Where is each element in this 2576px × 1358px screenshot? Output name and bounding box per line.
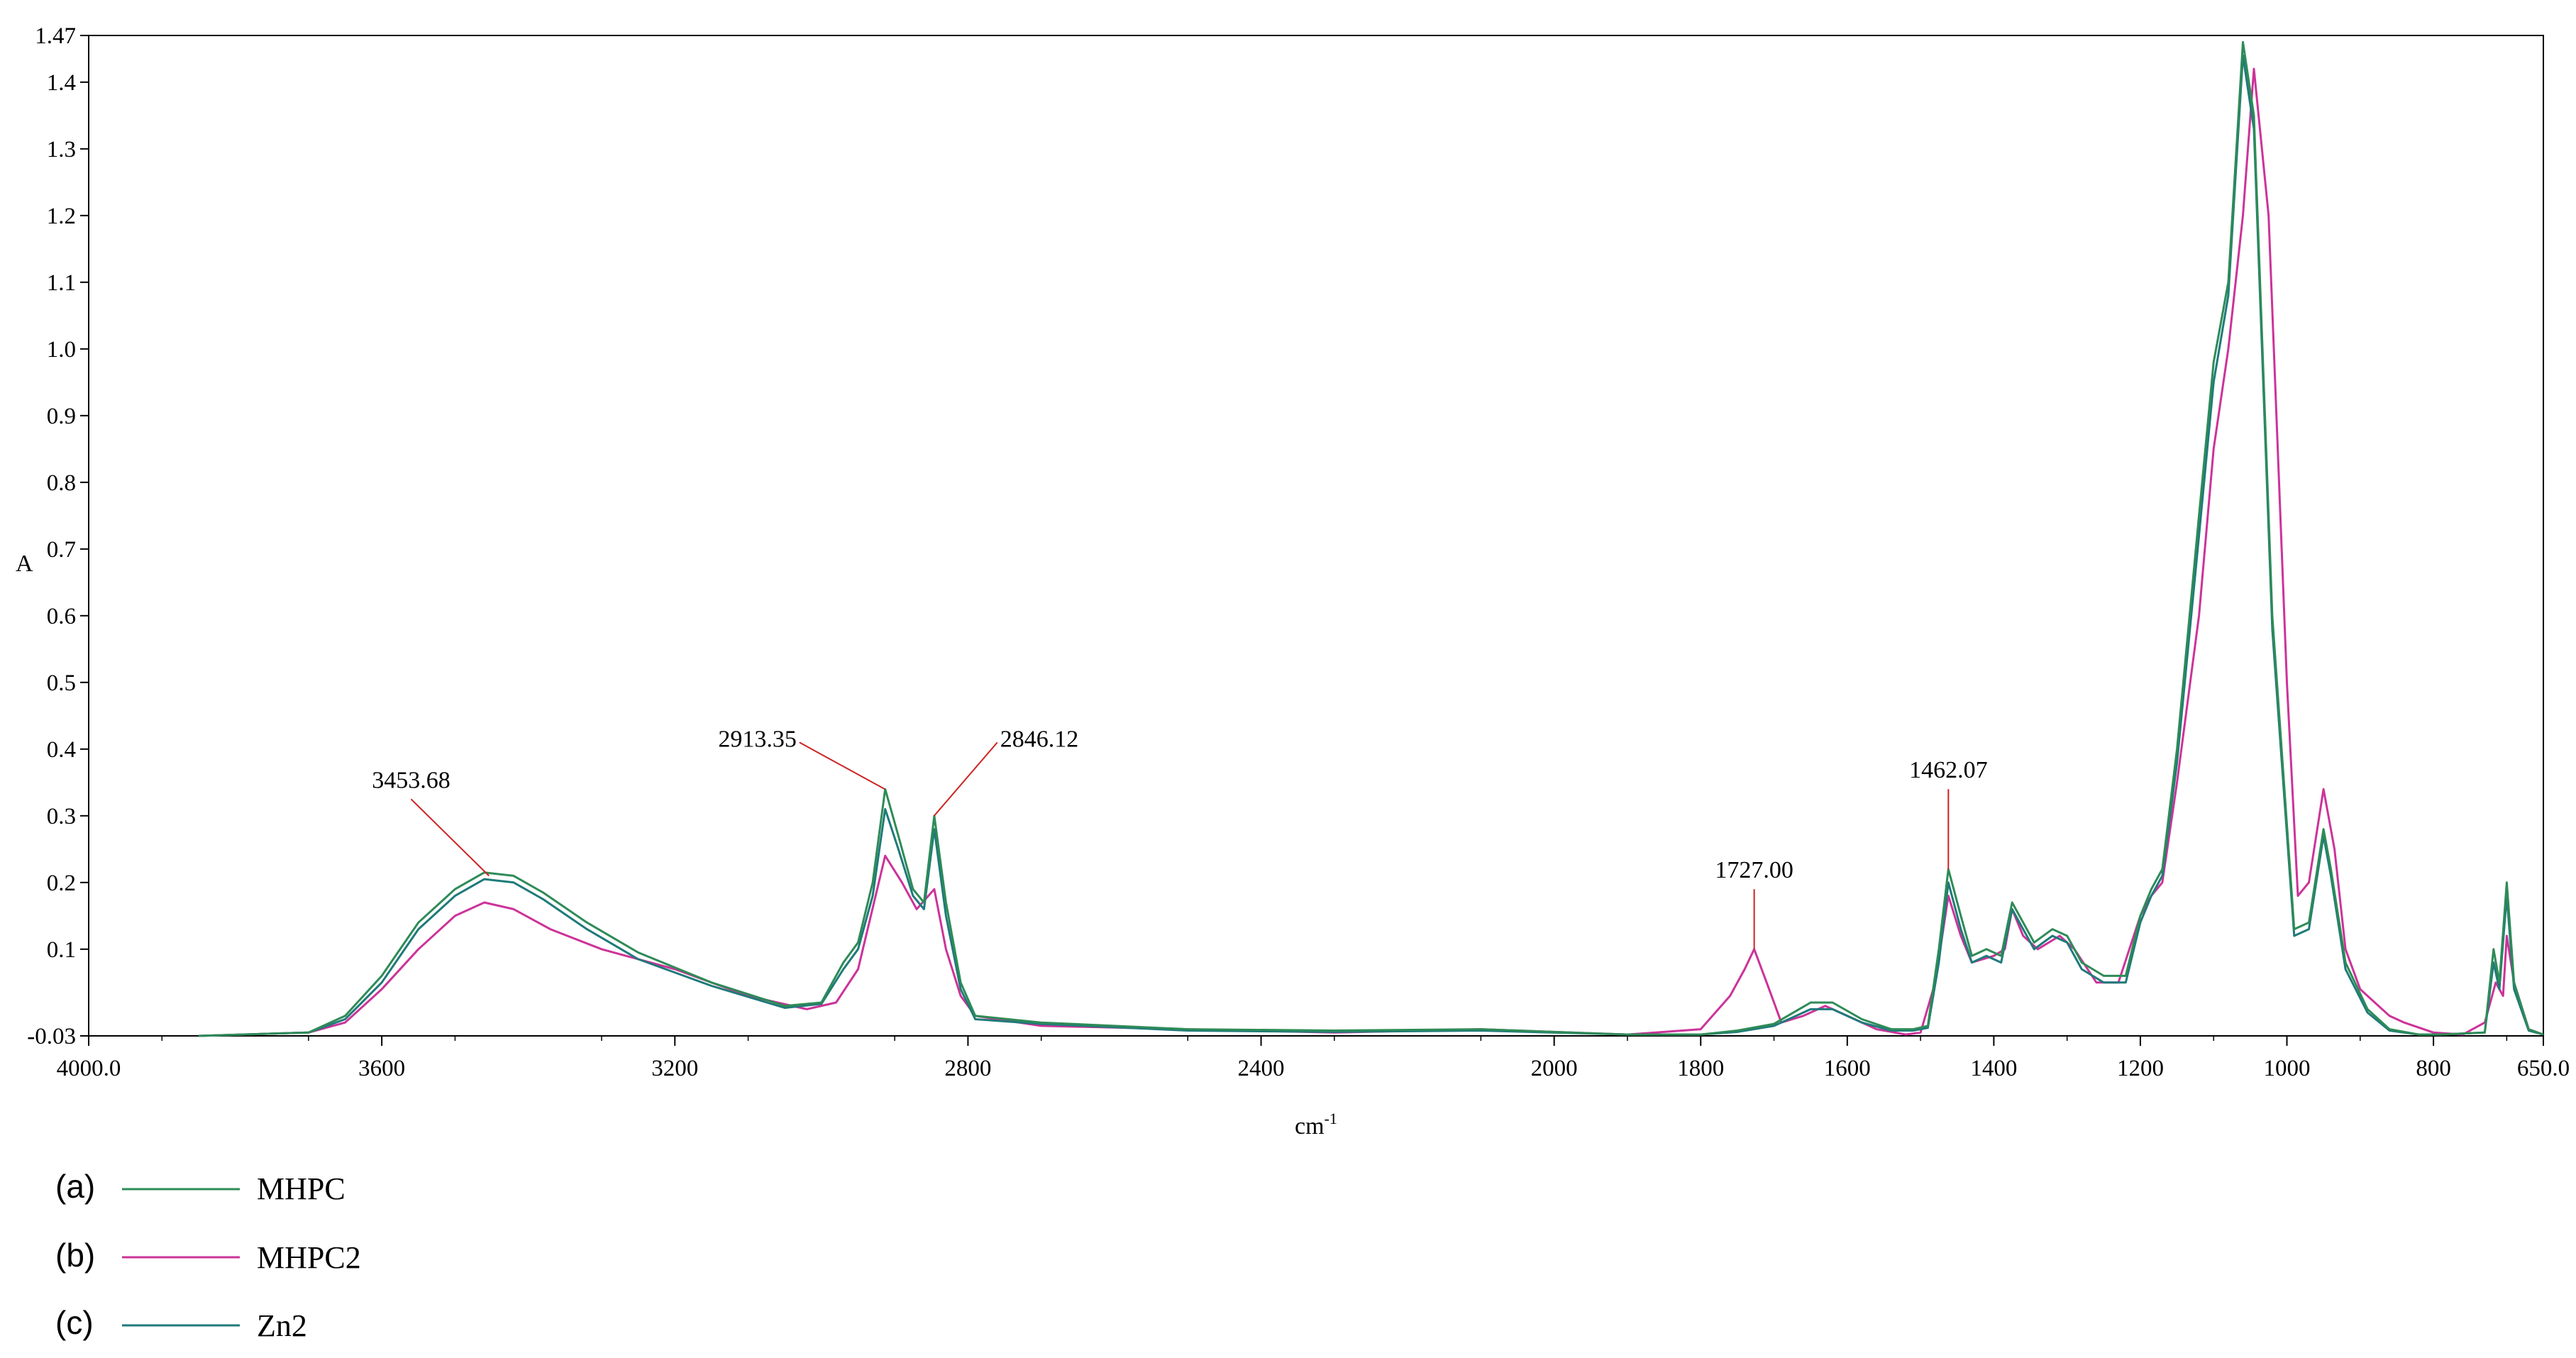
y-tick-label: 0.7 (47, 537, 76, 563)
legend-letter-b: (b) (55, 1237, 95, 1274)
y-tick-label: 1.3 (47, 137, 76, 162)
y-tick-label: 0.4 (47, 737, 76, 763)
y-tick-label: 1.4 (47, 70, 76, 96)
x-tick-label: 800 (2416, 1056, 2451, 1081)
x-tick-label: 2000 (1531, 1056, 1578, 1081)
y-tick-label: 0.1 (47, 937, 76, 963)
annotation-leader (799, 741, 885, 790)
legend-name-c: Zn2 (257, 1308, 307, 1343)
legend-item-b: (b) MHPC2 (55, 1237, 361, 1275)
x-tick-label: 4000.0 (57, 1056, 121, 1081)
annotation-leader (934, 741, 998, 817)
legend-item-c: (c) Zn2 (55, 1304, 307, 1343)
y-tick-label: 1.0 (47, 337, 76, 363)
x-axis-label-exponent: -1 (1325, 1110, 1337, 1127)
series-lines (198, 40, 2544, 1037)
annotation-label: 3453.68 (372, 767, 450, 793)
x-tick-label: 1800 (1677, 1056, 1724, 1081)
legend-name-a: MHPC (257, 1171, 346, 1206)
y-tick-label: 0.8 (47, 470, 76, 496)
x-tick-label: 3600 (358, 1056, 405, 1081)
y-axis-label: A (16, 551, 33, 577)
series-line-mhpc2 (198, 67, 2544, 1037)
x-axis-label: cm-1 (1295, 1110, 1337, 1139)
legend-letter-a: (a) (55, 1168, 95, 1205)
y-tick-label: 1.1 (47, 270, 76, 296)
annotation-label: 2846.12 (1000, 726, 1079, 752)
y-tick-label: 1.2 (47, 204, 76, 229)
x-tick-label: 2400 (1238, 1056, 1285, 1081)
x-tick-label: 650.0 (2517, 1056, 2570, 1081)
x-axis-label-unit: cm (1295, 1113, 1325, 1139)
annotation-label: 1462.07 (1909, 757, 1988, 783)
plot-area-frame (88, 35, 2544, 1037)
y-tick-label: 0.5 (47, 670, 76, 696)
y-tick-label: 0.3 (47, 804, 76, 829)
series-line-mhpc (198, 40, 2544, 1037)
x-tick-label: 2800 (944, 1056, 991, 1081)
y-tick-label: 0.6 (47, 604, 76, 629)
legend-name-b: MHPC2 (257, 1240, 361, 1275)
y-tick-label: 0.2 (47, 871, 76, 896)
annotation-leader (410, 798, 490, 877)
annotation-label: 1727.00 (1715, 857, 1793, 883)
x-tick-label: 1400 (1970, 1056, 2017, 1081)
x-tick-label: 1200 (2117, 1056, 2164, 1081)
legend: (a) MHPC (b) MHPC2 (c) Zn2 (55, 1168, 361, 1343)
peak-annotations: 3453.68 2913.35 2846.12 1727.00 1462.07 (372, 726, 1988, 949)
y-axis: -0.03 0.1 0.2 0.3 0.4 0.5 0.6 0.7 0.8 0.9 1.0 1.1 1.… (27, 23, 89, 1049)
legend-letter-c: (c) (55, 1304, 94, 1341)
y-tick-label: -0.03 (27, 1024, 76, 1049)
x-tick-label: 1600 (1824, 1056, 1871, 1081)
x-axis: 4000.0 3600 3200 2800 2400 2000 1800 1600 1400 12… (57, 1036, 2570, 1081)
annotation-label: 2913.35 (718, 726, 797, 752)
y-tick-label: 1.47 (35, 23, 76, 49)
y-tick-label: 0.9 (47, 404, 76, 429)
x-tick-label: 3200 (651, 1056, 698, 1081)
legend-item-a: (a) MHPC (55, 1168, 346, 1206)
x-tick-label: 1000 (2264, 1056, 2311, 1081)
